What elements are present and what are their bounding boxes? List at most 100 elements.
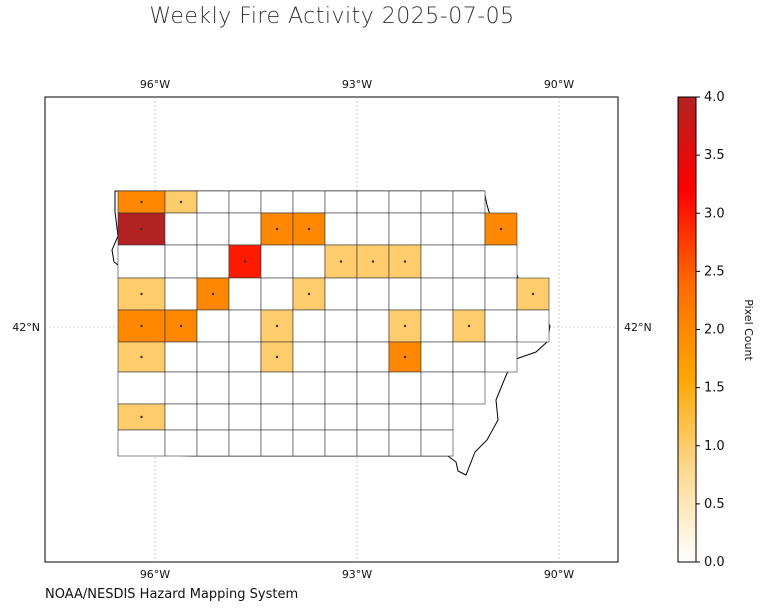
county-r9-c10 [420,429,454,457]
colorbar [677,96,697,563]
county-r8-c7 [324,403,358,431]
county-r4-c11 [452,277,486,311]
fire-dot-r4-c6 [307,292,311,296]
county-r6-c6 [292,341,326,373]
county-r7-c1 [117,371,166,405]
county-r7-c8 [356,371,390,405]
county-r6-c4 [228,341,262,373]
colorbar-tick-label: 0.0 [704,555,725,570]
county-r3-c2 [164,244,198,279]
fire-dot-r6-c9 [403,355,407,359]
colorbar-tick-label: 2.5 [704,264,725,279]
county-r3-c5 [260,244,294,279]
lon-tick-bottom-96w: 96°W [140,568,170,581]
county-r5-c6 [292,309,326,343]
colorbar-tick-label: 1.5 [704,381,725,396]
lon-tick-top-90w: 90°W [544,78,574,91]
county-r4-c7 [324,277,358,311]
colorbar-ticks: 0.0 0.5 1.0 1.5 2.0 2.5 3.0 3.5 4.0 [696,90,725,570]
fire-dot-r3-c9 [403,260,407,263]
county-r6-c8 [356,341,390,373]
county-r4-c13 [516,277,550,311]
fire-dot-r2-c12 [499,227,503,231]
colorbar-tick-label: 0.5 [704,497,725,512]
fire-dot-r5-c11 [467,324,471,328]
county-r1-c11 [452,190,486,214]
county-r6-c12 [484,341,518,373]
county-r2-c10 [420,212,454,246]
county-r7-c2 [164,371,198,405]
fire-dot-r4-c1 [140,292,143,296]
county-r4-c2 [164,277,198,311]
lon-tick-bottom-90w: 90°W [544,568,574,581]
fire-dot-r3-c7 [339,260,343,263]
colorbar-tick-label: 1.0 [704,439,725,454]
colorbar-tick-label: 4.0 [704,90,725,105]
county-r8-c10 [420,403,454,431]
map-title: Weekly Fire Activity 2025-07-05 [149,4,515,29]
county-r1-c3 [196,190,230,214]
county-r7-c6 [292,371,326,405]
county-r9-c6 [292,429,326,457]
fire-dot-r3-c8 [371,260,375,263]
fire-dot-r2-c5 [275,227,279,231]
fire-dot-r4-c3 [211,292,215,296]
county-r5-c7 [324,309,358,343]
colorbar-label: Pixel Count [742,299,755,361]
county-r2-c2 [164,212,198,246]
county-r9-c8 [356,429,390,457]
county-r2-c7 [324,212,358,246]
fire-dot-r4-c13 [531,292,535,296]
lon-tick-bottom-93w: 93°W [342,568,372,581]
county-r1-c5 [260,190,294,214]
county-r6-c2 [164,341,198,373]
county-r3-c1 [117,244,166,279]
county-r5-c8 [356,309,390,343]
county-r1-c6 [292,190,326,214]
county-r1-c4 [228,190,262,214]
county-r4-c9 [388,277,422,311]
county-r8-c9 [388,403,422,431]
fire-dot-r1-c1 [140,200,143,204]
county-r5-c4 [228,309,262,343]
county-r3-c10 [420,244,454,279]
county-r9-c1 [117,429,166,457]
fire-dot-r1-c2 [179,200,183,204]
county-r2-c4 [228,212,262,246]
county-r3-c3 [196,244,230,279]
fire-dot-r2-c6 [307,227,311,231]
county-r4-c5 [260,277,294,311]
county-r3-c12 [484,244,518,279]
county-r8-c5 [260,403,294,431]
county-r1-c9 [388,190,422,214]
county-r4-c12 [484,277,518,311]
fire-dot-r8-c1 [140,415,143,419]
county-r6-c11 [452,341,486,373]
county-r9-c3 [196,429,230,457]
county-r9-c5 [260,429,294,457]
county-r4-c8 [356,277,390,311]
county-r3-c6 [292,244,326,279]
county-r1-c10 [420,190,454,214]
county-r1-c8 [356,190,390,214]
county-r5-c3 [196,309,230,343]
county-r5-c10 [420,309,454,343]
county-r2-c3 [196,212,230,246]
county-r4-c4 [228,277,262,311]
county-r2-c9 [388,212,422,246]
county-r7-c11 [452,371,486,405]
fire-dot-r2-c1 [140,227,143,231]
fire-dot-r6-c1 [140,355,143,359]
fire-dot-r6-c5 [275,355,279,359]
fire-dot-r5-c1 [140,324,143,328]
county-r7-c7 [324,371,358,405]
county-r2-c8 [356,212,390,246]
county-r7-c10 [420,371,454,405]
county-r7-c3 [196,371,230,405]
county-r8-c8 [356,403,390,431]
county-r6-c3 [196,341,230,373]
county-r9-c4 [228,429,262,457]
county-r9-c7 [324,429,358,457]
county-r6-c10 [420,341,454,373]
county-r6-c7 [324,341,358,373]
